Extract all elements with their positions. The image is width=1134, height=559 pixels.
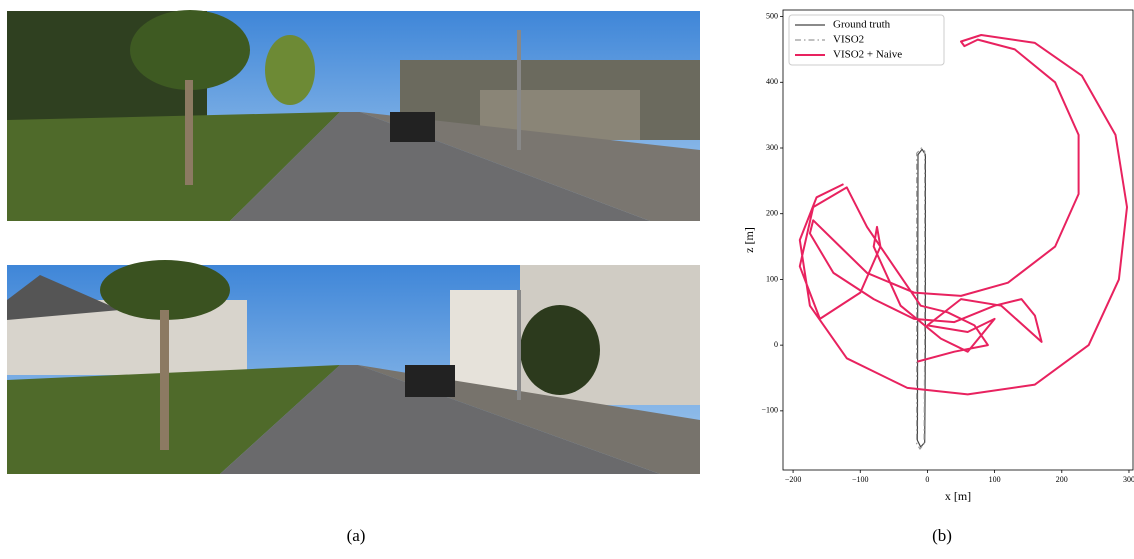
- trajectory: [916, 147, 926, 450]
- legend-label: VISO2: [833, 34, 864, 46]
- y-tick-label: 300: [766, 143, 778, 152]
- y-tick-label: −100: [761, 406, 778, 415]
- x-axis-label: x [m]: [945, 489, 971, 503]
- caption: (a): [347, 526, 366, 545]
- x-tick-label: 200: [1056, 475, 1068, 484]
- y-tick-label: 0: [774, 340, 778, 349]
- y-axis-label: z [m]: [742, 227, 756, 253]
- y-tick-label: 400: [766, 77, 778, 86]
- y-tick-label: 100: [766, 274, 778, 283]
- legend-label: Ground truth: [833, 19, 891, 31]
- y-tick-label: 200: [766, 209, 778, 218]
- photo-top: [7, 10, 700, 221]
- x-tick-label: 0: [925, 475, 929, 484]
- legend: Ground truth VISO2 VISO2 + Naive: [788, 14, 945, 66]
- photo-bottom: [7, 260, 700, 474]
- x-tick-label: 100: [989, 475, 1001, 484]
- x-tick-label: −200: [785, 475, 802, 484]
- legend-label: VISO2 + Naive: [833, 49, 902, 61]
- x-tick-label: −100: [852, 475, 869, 484]
- y-tick-label: 500: [766, 11, 778, 20]
- x-tick-label: 300: [1123, 475, 1134, 484]
- plot-frame: [782, 9, 1134, 471]
- legend-box: [788, 14, 945, 66]
- caption: (b): [932, 526, 952, 545]
- trajectory: [798, 34, 1128, 396]
